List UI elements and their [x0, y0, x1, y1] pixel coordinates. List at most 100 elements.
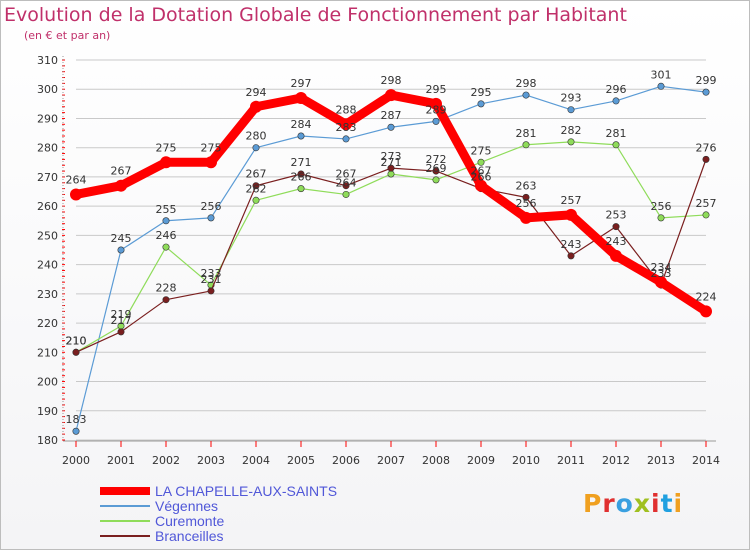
logo-letter: o [615, 489, 634, 518]
data-point [342, 182, 350, 190]
data-label: 275 [471, 144, 492, 157]
data-point [297, 185, 305, 193]
data-point [252, 196, 260, 204]
x-tick-label: 2010 [512, 454, 540, 467]
data-label: 233 [201, 267, 222, 280]
data-label: 266 [291, 171, 312, 184]
data-point [72, 427, 80, 435]
data-point [207, 214, 215, 222]
data-label: 264 [66, 173, 87, 186]
data-point [162, 296, 170, 304]
legend-item: LA CHAPELLE-AUX-SAINTS [100, 483, 400, 499]
data-label: 284 [291, 118, 312, 131]
data-point [387, 170, 395, 178]
y-tick-label: 220 [37, 317, 58, 330]
data-label: 295 [426, 83, 447, 96]
data-label: 217 [111, 314, 132, 327]
data-point [702, 211, 710, 219]
legend-swatch [100, 520, 150, 522]
data-label: 228 [156, 282, 177, 295]
data-label: 271 [381, 156, 402, 169]
data-point [565, 208, 577, 221]
data-label: 245 [111, 232, 132, 245]
data-label: 183 [66, 413, 87, 426]
data-label: 287 [381, 109, 402, 122]
data-label: 262 [246, 182, 267, 195]
data-label: 264 [336, 176, 357, 189]
x-tick-label: 2002 [152, 454, 180, 467]
data-label: 233 [651, 267, 672, 280]
legend-label: Végennes [155, 498, 219, 514]
legend-label: Branceilles [155, 528, 224, 544]
data-label: 276 [696, 141, 717, 154]
x-tick-label: 2005 [287, 454, 315, 467]
data-point [342, 135, 350, 143]
y-tick-label: 290 [37, 112, 58, 125]
data-point [205, 156, 217, 169]
grid-lines [76, 59, 706, 441]
y-tick-label: 200 [37, 376, 58, 389]
y-tick-label: 230 [37, 288, 58, 301]
data-label: 243 [561, 238, 582, 251]
legend-swatch [100, 535, 150, 537]
y-tick-label: 240 [37, 259, 58, 272]
data-point [340, 118, 352, 131]
data-point [657, 214, 665, 222]
data-point [610, 249, 622, 262]
data-point [657, 82, 665, 90]
x-tick-label: 2008 [422, 454, 450, 467]
data-label: 219 [111, 308, 132, 321]
data-point [252, 182, 260, 190]
data-label: 234 [651, 261, 672, 274]
legend-swatch [100, 487, 150, 495]
data-point [612, 141, 620, 149]
data-point [567, 138, 575, 146]
data-label: 266 [471, 171, 492, 184]
data-point [702, 88, 710, 96]
data-point [342, 190, 350, 198]
x-tick-label: 2006 [332, 454, 360, 467]
data-label: 275 [156, 141, 177, 154]
data-point [432, 176, 440, 184]
data-label: 272 [426, 153, 447, 166]
data-point [207, 287, 215, 295]
data-label: 295 [471, 86, 492, 99]
data-point [250, 100, 262, 113]
data-label: 280 [246, 130, 267, 143]
data-label: 271 [291, 156, 312, 169]
data-label: 267 [336, 168, 357, 181]
y-tick-label: 280 [37, 142, 58, 155]
data-point [655, 276, 667, 289]
legend-label: LA CHAPELLE-AUX-SAINTS [155, 483, 338, 499]
data-label: 257 [561, 194, 582, 207]
data-point [160, 156, 172, 169]
data-point [475, 179, 487, 192]
data-point [432, 117, 440, 125]
data-point [567, 252, 575, 260]
data-label: 297 [291, 77, 312, 90]
data-point [387, 164, 395, 172]
data-label: 246 [156, 229, 177, 242]
data-label: 255 [156, 203, 177, 216]
logo-letter: i [651, 489, 661, 518]
legend-swatch [100, 505, 150, 507]
y-tick-label: 300 [37, 83, 58, 96]
data-label: 288 [336, 103, 357, 116]
data-point [522, 193, 530, 201]
logo-letter: i [673, 489, 684, 518]
data-label: 281 [516, 127, 537, 140]
data-label: 281 [606, 127, 627, 140]
data-label: 299 [696, 74, 717, 87]
data-label: 275 [201, 141, 222, 154]
data-point [430, 97, 442, 110]
y-tick-label: 310 [37, 54, 58, 67]
y-tick-label: 180 [37, 434, 58, 447]
data-point [117, 246, 125, 254]
x-tick-label: 2013 [647, 454, 675, 467]
logo-letter: r [602, 489, 616, 518]
legend: LA CHAPELLE-AUX-SAINTS Végennes Curemont… [100, 483, 400, 544]
data-point [295, 92, 307, 104]
